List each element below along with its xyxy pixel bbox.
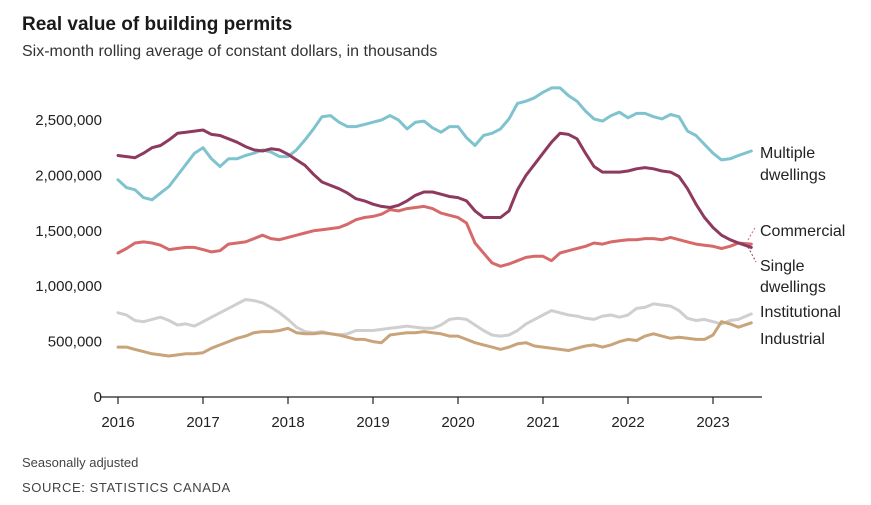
series-line-institutional (116, 298, 753, 338)
x-tick-label: 2022 (611, 414, 644, 431)
footnote: Seasonally adjusted (22, 455, 139, 470)
series-label: dwellings (760, 167, 826, 184)
y-tick-label: 500,000 (48, 334, 102, 351)
x-tick-label: 2016 (101, 414, 134, 431)
x-tick-label: 2019 (356, 414, 389, 431)
series-label: Institutional (760, 304, 841, 321)
y-tick-label: 2,500,000 (35, 112, 102, 129)
chart-axes: 0 500,000 1,000,000 1,500,000 2,000,000 2,500… (35, 112, 762, 431)
x-tick-label: 2018 (271, 414, 304, 431)
single-dwellings-leader-line (747, 246, 757, 263)
series-label: dwellings (760, 279, 826, 296)
y-tick-label: 1,500,000 (35, 223, 102, 240)
x-tick-label: 2020 (441, 414, 474, 431)
source-note: SOURCE: STATISTICS CANADA (22, 480, 231, 495)
commercial-leader-line (747, 225, 757, 241)
y-tick-label: 0 (94, 389, 102, 406)
x-tick-label: 2023 (696, 414, 729, 431)
y-tick-label: 1,000,000 (35, 278, 102, 295)
series-line-multiple-dwellings (116, 86, 753, 202)
series-label: Commercial (760, 223, 845, 240)
x-tick-label: 2021 (526, 414, 559, 431)
chart-title: Real value of building permits (22, 14, 293, 35)
series-label: Industrial (760, 331, 825, 348)
chart-series (116, 86, 753, 358)
y-tick-label: 2,000,000 (35, 167, 102, 184)
series-line-commercial (116, 204, 753, 268)
series-labels: Multiple dwellings Single dwellings Commerci… (747, 145, 845, 348)
series-line-single-dwellings (116, 128, 753, 249)
chart-subtitle: Six-month rolling average of constant do… (22, 43, 438, 60)
series-label: Multiple (760, 145, 815, 162)
x-tick-label: 2017 (186, 414, 219, 431)
series-label: Single (760, 258, 805, 275)
series-line-industrial (116, 320, 753, 358)
